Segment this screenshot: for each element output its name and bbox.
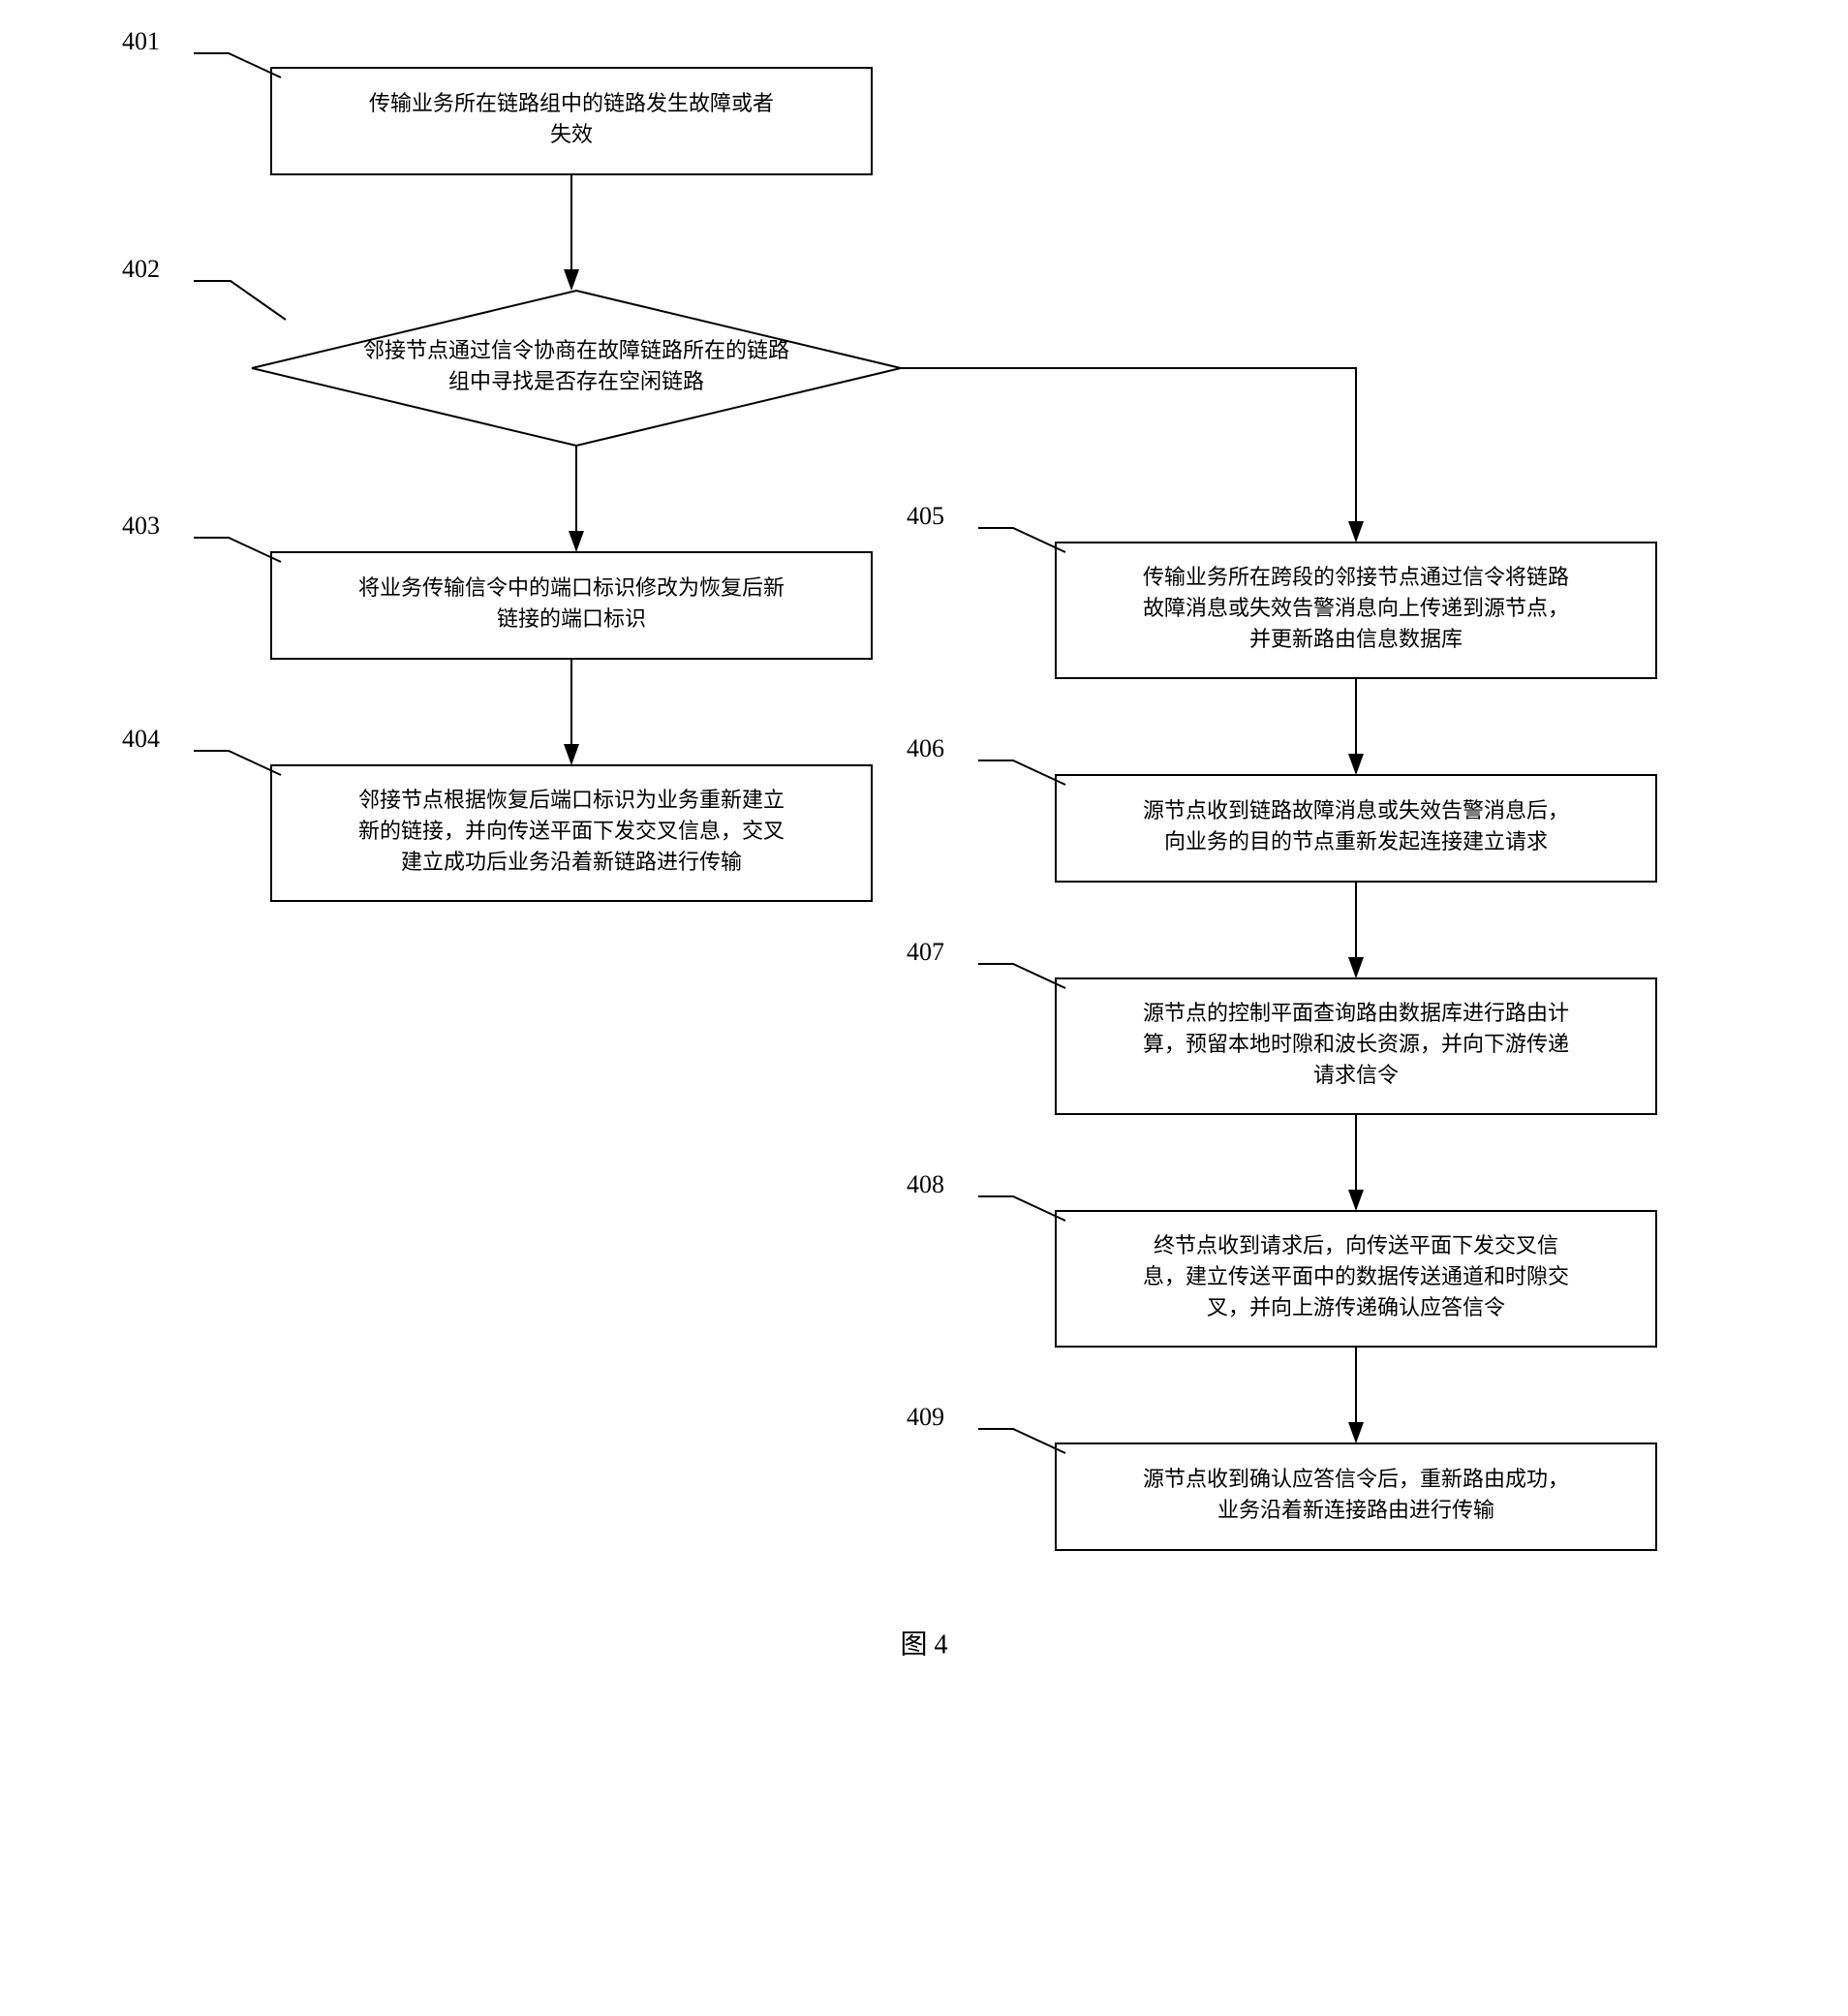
node-text: 传输业务所在链路组中的链路发生故障或者: [369, 91, 774, 115]
svg-text:409: 409: [907, 1403, 944, 1431]
node-n407: 源节点的控制平面查询路由数据库进行路由计算，预留本地时隙和波长资源，并向下游传递…: [1056, 978, 1656, 1114]
node-text: 终节点收到请求后，向传送平面下发交叉信: [1154, 1233, 1558, 1257]
node-text: 算，预留本地时隙和波长资源，并向下游传递: [1143, 1032, 1569, 1056]
node-text: 邻接节点通过信令协商在故障链路所在的链路: [363, 338, 789, 362]
node-text: 业务沿着新连接路由进行传输: [1217, 1498, 1494, 1522]
node-text: 将业务传输信令中的端口标识修改为恢复后新: [358, 575, 785, 600]
svg-text:403: 403: [122, 512, 160, 540]
svg-text:408: 408: [907, 1170, 944, 1198]
node-text: 失效: [550, 122, 593, 146]
node-n408: 终节点收到请求后，向传送平面下发交叉信息，建立传送平面中的数据传送通道和时隙交叉…: [1056, 1211, 1656, 1347]
node-text: 建立成功后业务沿着新链路进行传输: [401, 850, 742, 874]
svg-text:402: 402: [122, 255, 160, 283]
node-text: 源节点收到确认应答信令后，重新路由成功，: [1143, 1467, 1569, 1491]
svg-text:406: 406: [907, 734, 944, 762]
node-text: 请求信令: [1313, 1063, 1399, 1087]
node-text: 邻接节点根据恢复后端口标识为业务重新建立: [358, 788, 785, 812]
node-n405: 传输业务所在跨段的邻接节点通过信令将链路故障消息或失效告警消息向上传递到源节点，…: [1056, 543, 1656, 678]
svg-text:405: 405: [907, 502, 944, 530]
node-text: 组中寻找是否存在空闲链路: [448, 369, 704, 393]
svg-text:404: 404: [122, 725, 160, 753]
node-text: 传输业务所在跨段的邻接节点通过信令将链路: [1143, 565, 1569, 589]
node-n404: 邻接节点根据恢复后端口标识为业务重新建立新的链接，并向传送平面下发交叉信息，交叉…: [271, 765, 872, 901]
node-text: 并更新路由信息数据库: [1249, 627, 1463, 651]
node-n406: 源节点收到链路故障消息或失效告警消息后， 向业务的目的节点重新发起连接建立请求: [1056, 775, 1656, 882]
node-n403: 将业务传输信令中的端口标识修改为恢复后新链接的端口标识: [271, 552, 872, 659]
svg-text:401: 401: [122, 27, 160, 55]
node-n409: 源节点收到确认应答信令后，重新路由成功， 业务沿着新连接路由进行传输: [1056, 1443, 1656, 1550]
node-n401: 传输业务所在链路组中的链路发生故障或者失效: [271, 68, 872, 174]
node-text: 叉，并向上游传递确认应答信令: [1207, 1295, 1505, 1319]
node-text: 新的链接，并向传送平面下发交叉信息，交叉: [358, 819, 785, 843]
node-text: 故障消息或失效告警消息向上传递到源节点，: [1143, 596, 1569, 620]
node-text: 源节点的控制平面查询路由数据库进行路由计: [1143, 1001, 1569, 1025]
flowchart: 传输业务所在链路组中的链路发生故障或者失效邻接节点通过信令协商在故障链路所在的链…: [0, 0, 1848, 2016]
node-text: 息，建立传送平面中的数据传送通道和时隙交: [1143, 1264, 1569, 1288]
figure-caption: 图 4: [900, 1629, 947, 1659]
svg-text:407: 407: [907, 938, 944, 966]
node-text: 源节点收到链路故障消息或失效告警消息后，: [1143, 798, 1569, 822]
node-text: 向业务的目的节点重新发起连接建立请求: [1164, 829, 1548, 853]
node-text: 链接的端口标识: [497, 606, 646, 631]
